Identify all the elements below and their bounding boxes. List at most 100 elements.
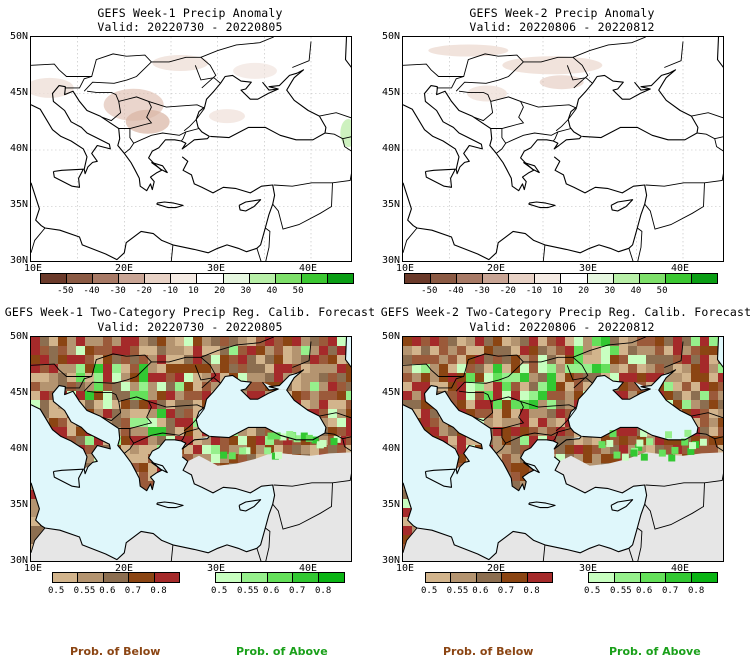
lon-label: 30E — [579, 563, 598, 574]
colorbar-swatch — [249, 274, 276, 283]
coastlines — [403, 37, 723, 261]
colorbar-label: -50 — [57, 286, 74, 296]
map-week1-anomaly — [30, 36, 352, 262]
colorbar-label: 10 — [552, 286, 563, 296]
colorbar-label: 0.6 — [472, 586, 489, 596]
unavailable-area — [403, 452, 723, 561]
colorbar-swatch — [457, 274, 484, 283]
colorbar-swatch — [509, 274, 536, 283]
lon-label: 40E — [671, 263, 690, 274]
mediterranean-sea — [31, 385, 275, 560]
lon-label: 20E — [115, 563, 134, 574]
colorbar-label: -40 — [447, 286, 464, 296]
graticule — [31, 37, 351, 261]
colorbar-swatch — [319, 573, 344, 582]
colorbar-label: 50 — [292, 286, 304, 296]
lat-label: 45N — [381, 87, 400, 98]
colorbar-swatch — [197, 274, 224, 283]
lon-label: 20E — [487, 263, 506, 274]
colorbar-label: -30 — [109, 286, 126, 296]
lon-label: 10E — [396, 263, 415, 274]
lat-label: 50N — [381, 31, 400, 42]
colorbar-swatch — [483, 274, 510, 283]
anomaly-colorbar-week2 — [404, 273, 718, 284]
colorbar-swatch — [301, 274, 328, 283]
colorbar-swatch — [561, 274, 588, 283]
lat-label: 35N — [381, 199, 400, 210]
colorbar-swatch — [67, 274, 94, 283]
prob-below-caption-week1: Prob. of Below — [70, 645, 161, 658]
colorbar-label: -10 — [525, 286, 543, 296]
colorbar-label: 0.55 — [237, 586, 259, 596]
lat-label: 50N — [9, 331, 28, 342]
colorbar-label: 20 — [578, 286, 589, 296]
mediterranean-sea — [403, 385, 647, 560]
colorbar-label: 0.55 — [446, 586, 469, 596]
lat-label: 35N — [381, 499, 400, 510]
lat-label: 40N — [9, 443, 28, 454]
lon-label: 20E — [115, 263, 134, 274]
colorbar-swatch — [589, 573, 615, 582]
lat-label: 45N — [9, 87, 28, 98]
lon-label: 30E — [207, 263, 226, 274]
w2-anom-title: GEFS Week-2 Precip Anomaly — [469, 6, 655, 20]
colorbar-swatch — [502, 573, 528, 582]
lat-label: 40N — [381, 143, 400, 154]
colorbar-label: 30 — [240, 286, 252, 296]
colorbar-swatch — [614, 573, 641, 582]
colorbar-label: -50 — [421, 286, 438, 296]
unavailable-area — [31, 452, 351, 561]
black-sea — [194, 375, 326, 440]
colorbar-swatch — [241, 573, 268, 582]
colorbar-label: 0.7 — [662, 586, 679, 596]
colorbar-label: -40 — [83, 286, 100, 296]
coastlines — [31, 37, 351, 261]
colorbar-swatch — [103, 573, 130, 582]
colorbar-label: 0.55 — [610, 586, 632, 596]
lon-label: 40E — [671, 563, 690, 574]
lat-label: 35N — [9, 499, 28, 510]
lon-label: 10E — [396, 563, 415, 574]
colorbar-swatch — [587, 274, 614, 283]
colorbar-swatch — [93, 274, 120, 283]
country-borders — [403, 37, 723, 261]
prob-above-colorbar-week2 — [588, 572, 718, 583]
colorbar-label: 0.55 — [73, 586, 96, 596]
colorbar-label: -20 — [135, 286, 152, 296]
lat-label: 50N — [9, 31, 28, 42]
lat-label: 30N — [9, 255, 28, 266]
colorbar-label: -20 — [499, 286, 516, 296]
lat-label: 35N — [9, 199, 28, 210]
country-borders — [31, 37, 351, 261]
prob-below-colorbar-week1 — [52, 572, 180, 583]
anomaly-colorbar-week1 — [40, 273, 354, 284]
colorbar-swatch — [613, 274, 640, 283]
colorbar-swatch — [223, 274, 250, 283]
colorbar-swatch — [145, 274, 172, 283]
country-borders — [403, 337, 723, 561]
prob-below-caption-week2: Prob. of Below — [443, 645, 534, 658]
lon-label: 40E — [299, 263, 318, 274]
lat-label: 45N — [9, 387, 28, 398]
lon-label: 20E — [487, 563, 506, 574]
colorbar-swatch — [154, 573, 180, 582]
prob-above-caption-week1: Prob. of Above — [236, 645, 328, 658]
colorbar-swatch — [41, 274, 68, 283]
colorbar-swatch — [78, 573, 104, 582]
colorbar-label: 0.6 — [263, 586, 280, 596]
colorbar-swatch — [692, 573, 717, 582]
colorbar-label: 0.8 — [688, 586, 705, 596]
colorbar-swatch — [405, 274, 432, 283]
colorbar-label: 40 — [266, 286, 278, 296]
w2-prob-title: GEFS Week-2 Two-Category Precip Reg. Cal… — [380, 305, 752, 319]
sea-of-azov — [262, 369, 304, 391]
colorbar-label: 0.6 — [99, 586, 116, 596]
colorbar-label: 0.6 — [636, 586, 653, 596]
prob-above-colorbar-week1 — [215, 572, 345, 583]
colorbar-label: 50 — [656, 286, 668, 296]
colorbar-swatch — [216, 573, 242, 582]
lon-label: 30E — [579, 263, 598, 274]
colorbar-swatch — [639, 274, 666, 283]
w2-anom-valid: Valid: 20220806 - 20220812 — [469, 20, 655, 34]
lon-label: 40E — [299, 563, 318, 574]
